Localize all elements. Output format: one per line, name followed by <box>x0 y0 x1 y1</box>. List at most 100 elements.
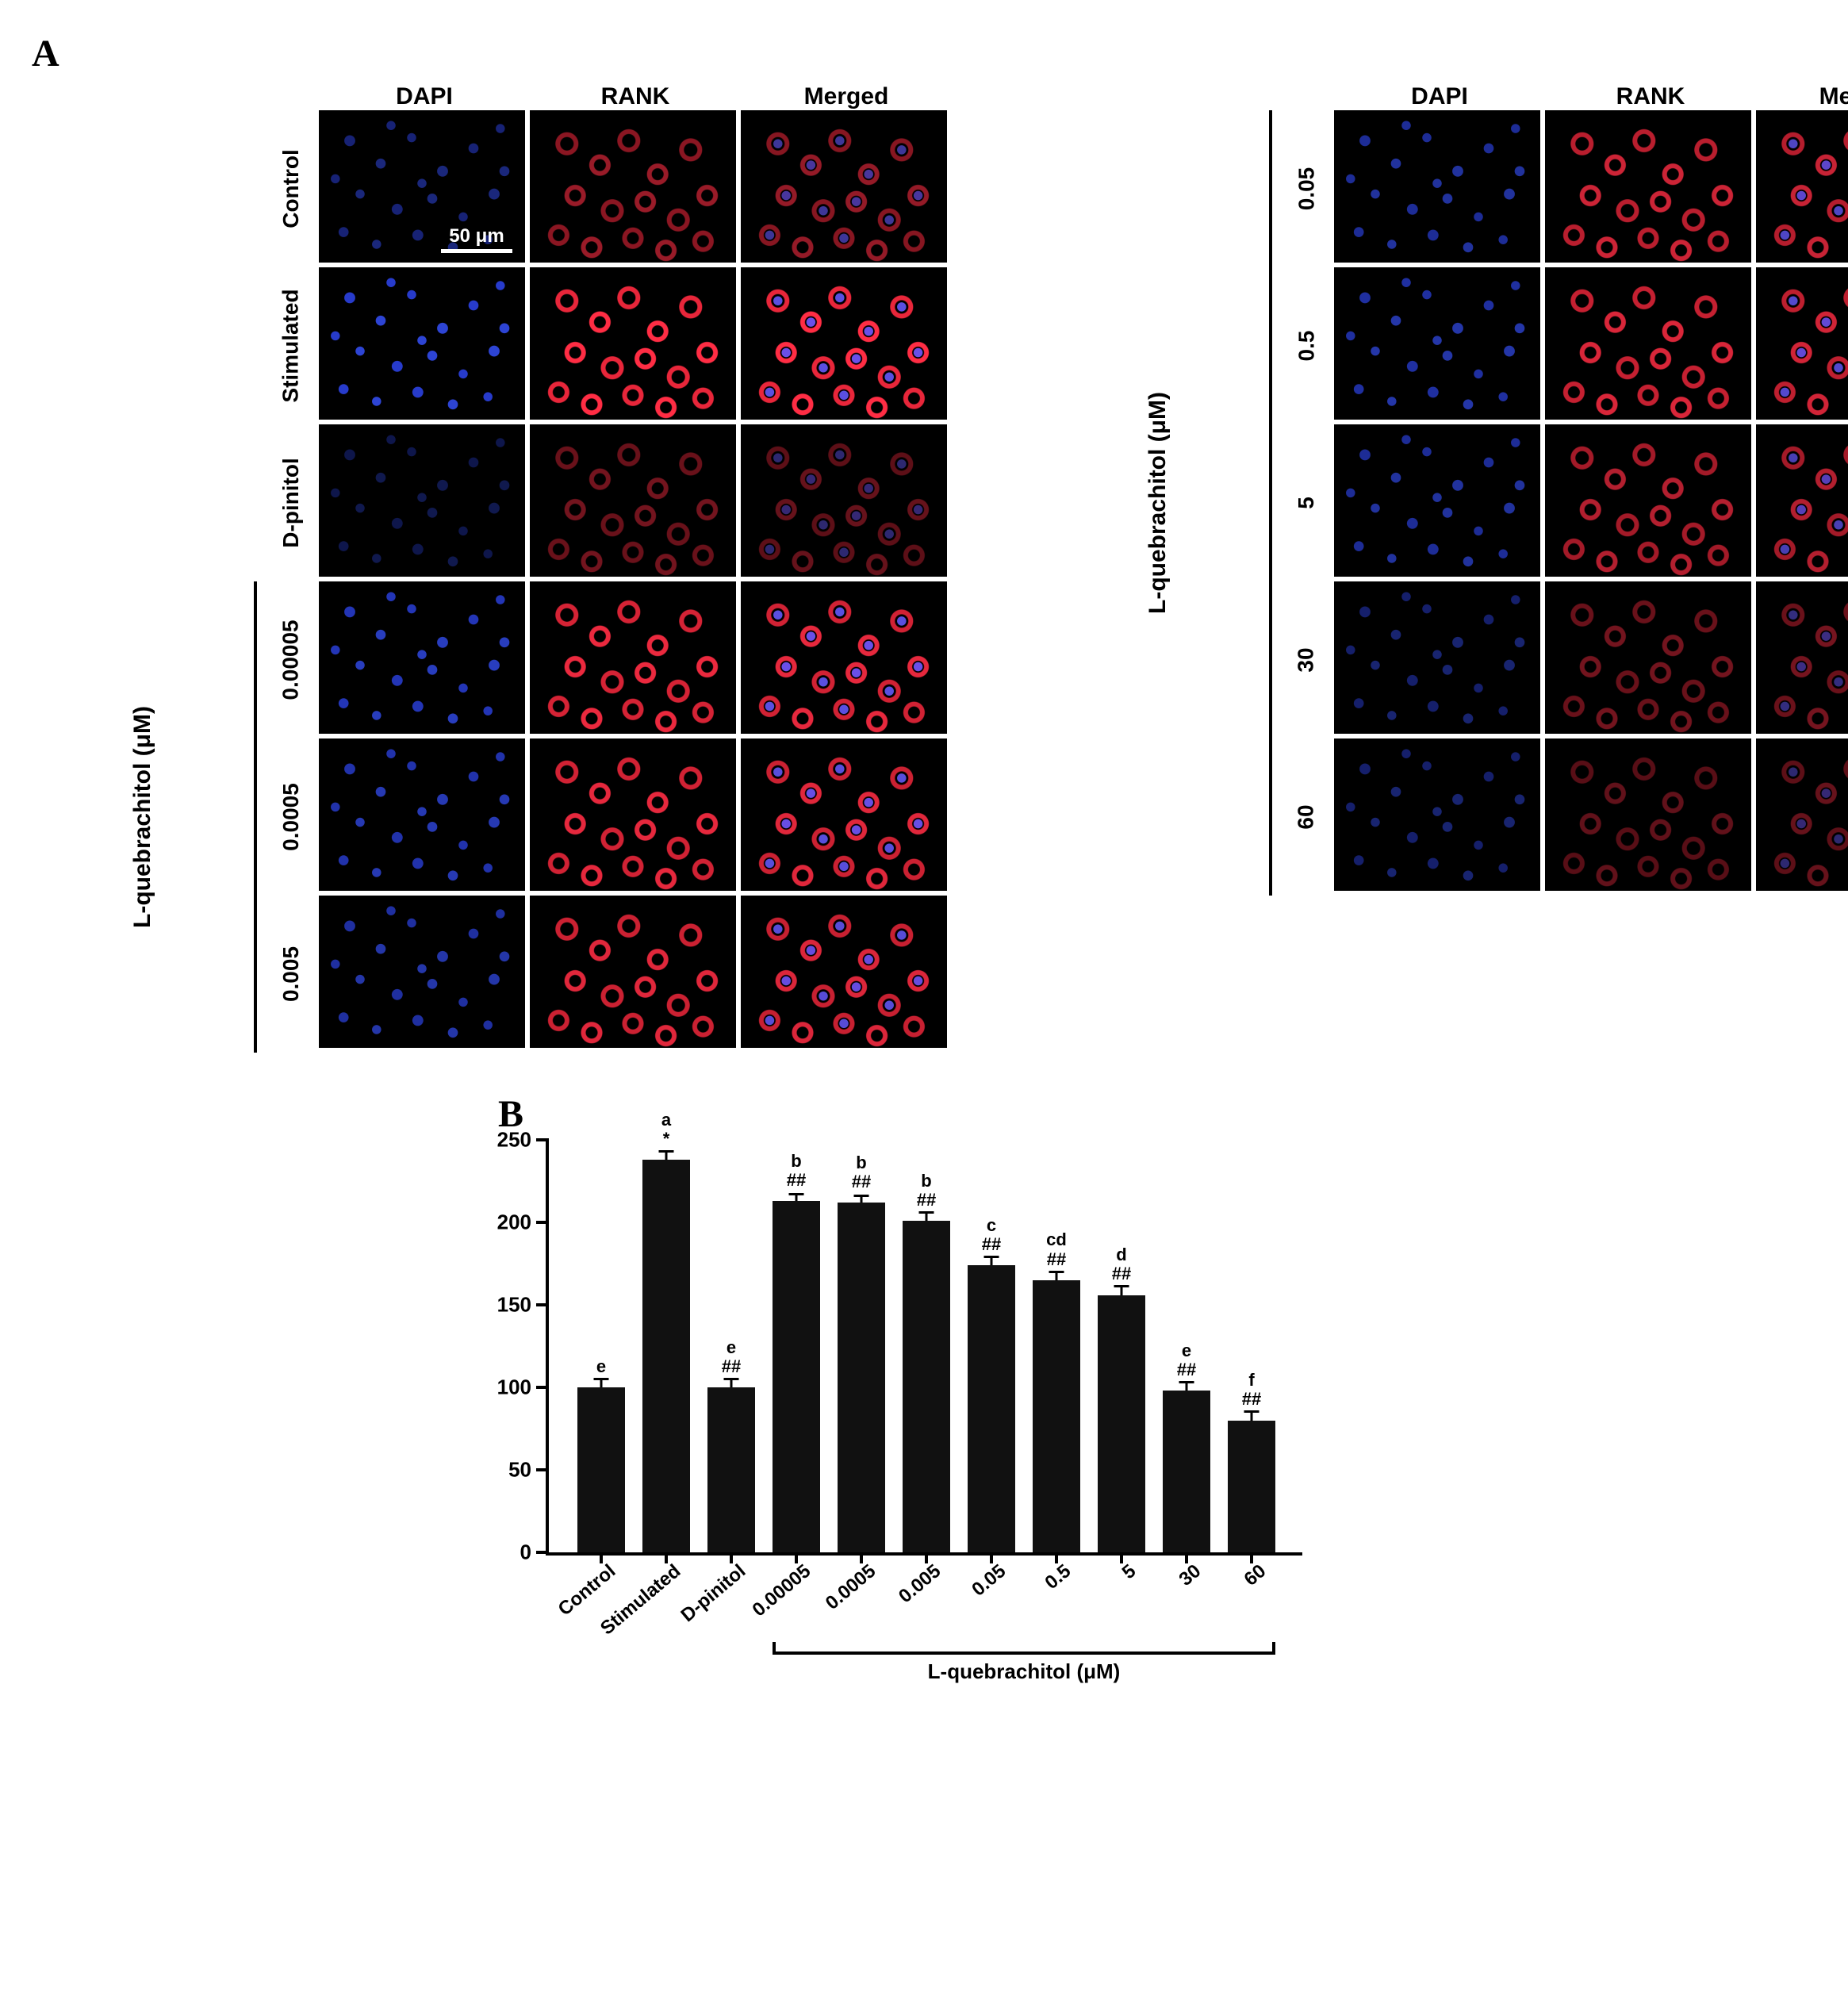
micrograph-dapi <box>319 424 525 577</box>
x-tick <box>860 1552 863 1563</box>
row-label: 0.05 <box>1294 167 1319 211</box>
left-lq-bracket: L-quebrachitol (μM) <box>32 581 257 1053</box>
micrograph-merged <box>1756 424 1848 577</box>
row-label-cell: 0.00005 <box>263 581 319 738</box>
y-tick <box>536 1303 549 1306</box>
micrograph-dapi <box>1334 581 1540 734</box>
row-label: 0.00005 <box>278 620 304 700</box>
y-tick <box>536 1386 549 1389</box>
image-row <box>319 424 947 577</box>
significance-label: d## <box>1112 1245 1131 1283</box>
right-image-grid <box>1334 110 1848 896</box>
image-row <box>319 581 947 734</box>
micrograph-merged <box>741 110 947 263</box>
y-tick-label: 100 <box>497 1375 531 1400</box>
row-label-cell: 0.0005 <box>263 738 319 896</box>
row-label: Control <box>278 149 304 228</box>
significance-label: cd## <box>1046 1230 1067 1268</box>
image-row <box>1334 110 1848 263</box>
micrograph-dapi <box>1334 110 1540 263</box>
bar: cd## <box>1033 1280 1080 1552</box>
image-row <box>1334 424 1848 577</box>
significance-label: b## <box>917 1172 936 1210</box>
y-tick <box>536 1551 549 1554</box>
micrograph-dapi <box>1334 267 1540 420</box>
bar: e <box>577 1387 625 1552</box>
x-tick <box>925 1552 928 1563</box>
image-row: 50 μm <box>319 110 947 263</box>
bar: b## <box>773 1201 820 1552</box>
right-lq-bracket-label: L-quebrachitol (μM) <box>1144 392 1171 614</box>
micrograph-merged <box>741 738 947 891</box>
row-label: D-pinitol <box>278 458 304 548</box>
error-bar <box>1056 1271 1058 1280</box>
significance-label: e <box>596 1357 606 1376</box>
x-tick-label: D-pinitol <box>677 1560 750 1627</box>
micrograph-merged <box>1756 267 1848 420</box>
chart-plot-area: 050100150200250eControla*Stimulatede##D-… <box>546 1140 1302 1556</box>
bar: c## <box>968 1265 1015 1552</box>
panel-a-left-block: L-quebrachitol (μM) DAPIRANKMerged Contr… <box>32 83 952 1053</box>
micrograph-dapi: 50 μm <box>319 110 525 263</box>
left-image-grid: 50 μm <box>319 110 947 1053</box>
significance-label: a* <box>661 1111 671 1149</box>
col-header: Merged <box>1756 83 1848 110</box>
row-label: 0.0005 <box>278 783 304 851</box>
error-bar <box>1186 1381 1188 1391</box>
scale-bar-text: 50 μm <box>449 225 504 247</box>
micrograph-merged <box>741 424 947 577</box>
micrograph-rank <box>1545 581 1751 734</box>
right-row-labels: 0.050.553060 <box>1279 110 1334 896</box>
error-bar <box>861 1195 863 1203</box>
micrograph-rank <box>1545 110 1751 263</box>
col-header: DAPI <box>1334 83 1545 110</box>
bar: f## <box>1228 1421 1275 1552</box>
x-tick-label: 0.5 <box>1041 1560 1075 1594</box>
x-tick <box>1120 1552 1123 1563</box>
row-label-cell: 0.5 <box>1279 267 1334 424</box>
error-bar <box>991 1256 993 1265</box>
row-label-cell: 0.005 <box>263 896 319 1053</box>
x-tick <box>1055 1552 1058 1563</box>
bar: b## <box>903 1221 950 1552</box>
bar: d## <box>1098 1295 1145 1552</box>
error-bar <box>1251 1410 1253 1420</box>
row-label: 0.5 <box>1294 331 1319 362</box>
x-tick <box>665 1552 668 1563</box>
bar: a* <box>642 1160 690 1552</box>
scale-bar-line <box>441 249 512 253</box>
significance-label: f## <box>1242 1371 1261 1409</box>
micrograph-rank <box>1545 267 1751 420</box>
micrograph-rank <box>530 424 736 577</box>
micrograph-merged <box>1756 581 1848 734</box>
y-tick-label: 0 <box>520 1540 531 1565</box>
left-col-headers: DAPIRANKMerged <box>319 83 952 110</box>
image-row <box>1334 267 1848 420</box>
micrograph-rank <box>1545 424 1751 577</box>
x-tick-label: 0.00005 <box>749 1560 815 1621</box>
col-header: RANK <box>530 83 741 110</box>
row-label-cell: D-pinitol <box>263 424 319 581</box>
micrograph-dapi <box>1334 738 1540 891</box>
significance-label: c## <box>982 1216 1001 1254</box>
micrograph-rank <box>1545 738 1751 891</box>
y-tick <box>536 1221 549 1224</box>
image-row <box>319 267 947 420</box>
x-tick-label: 5 <box>1118 1560 1141 1584</box>
image-row <box>1334 581 1848 734</box>
x-tick-label: 30 <box>1175 1560 1206 1591</box>
row-label-cell: Stimulated <box>263 267 319 424</box>
micrograph-rank <box>530 896 736 1048</box>
micrograph-merged <box>741 267 947 420</box>
x-tick <box>600 1552 603 1563</box>
image-row <box>1334 738 1848 891</box>
micrograph-dapi <box>319 581 525 734</box>
error-bar <box>730 1378 733 1387</box>
bar: e## <box>1163 1391 1210 1552</box>
row-label-cell: 60 <box>1279 738 1334 896</box>
micrograph-merged <box>741 896 947 1048</box>
row-label-cell: 30 <box>1279 581 1334 738</box>
x-tick-label: 0.0005 <box>822 1560 880 1615</box>
right-lq-bracket: L-quebrachitol (μM) <box>1047 110 1272 896</box>
x-tick-label: 0.005 <box>895 1560 945 1608</box>
